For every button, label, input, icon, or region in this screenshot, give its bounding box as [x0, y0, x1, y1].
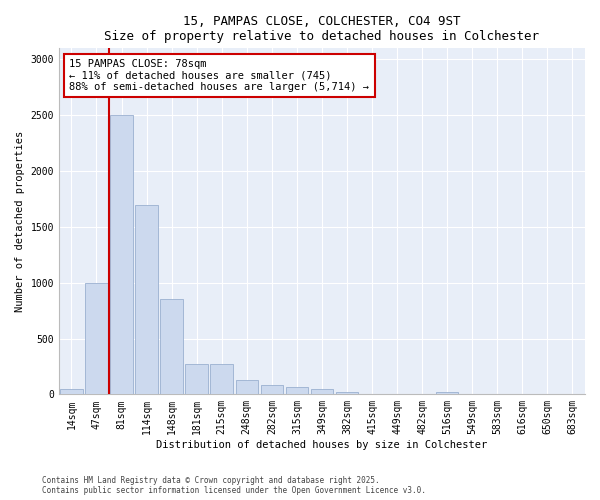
Bar	[136, 204, 158, 394]
Bar	[311, 389, 333, 394]
Text: Contains HM Land Registry data © Crown copyright and database right 2025.
Contai: Contains HM Land Registry data © Crown c…	[42, 476, 426, 495]
Bar	[60, 389, 83, 394]
Bar	[260, 386, 283, 394]
Bar	[185, 364, 208, 394]
Bar	[110, 116, 133, 394]
Bar	[436, 392, 458, 394]
X-axis label: Distribution of detached houses by size in Colchester: Distribution of detached houses by size …	[157, 440, 488, 450]
Bar	[336, 392, 358, 394]
Bar	[286, 387, 308, 394]
Y-axis label: Number of detached properties: Number of detached properties	[15, 130, 25, 312]
Title: 15, PAMPAS CLOSE, COLCHESTER, CO4 9ST
Size of property relative to detached hous: 15, PAMPAS CLOSE, COLCHESTER, CO4 9ST Si…	[104, 15, 539, 43]
Text: 15 PAMPAS CLOSE: 78sqm
← 11% of detached houses are smaller (745)
88% of semi-de: 15 PAMPAS CLOSE: 78sqm ← 11% of detached…	[70, 58, 370, 92]
Bar	[236, 380, 258, 394]
Bar	[85, 282, 108, 395]
Bar	[160, 300, 183, 394]
Bar	[211, 364, 233, 394]
